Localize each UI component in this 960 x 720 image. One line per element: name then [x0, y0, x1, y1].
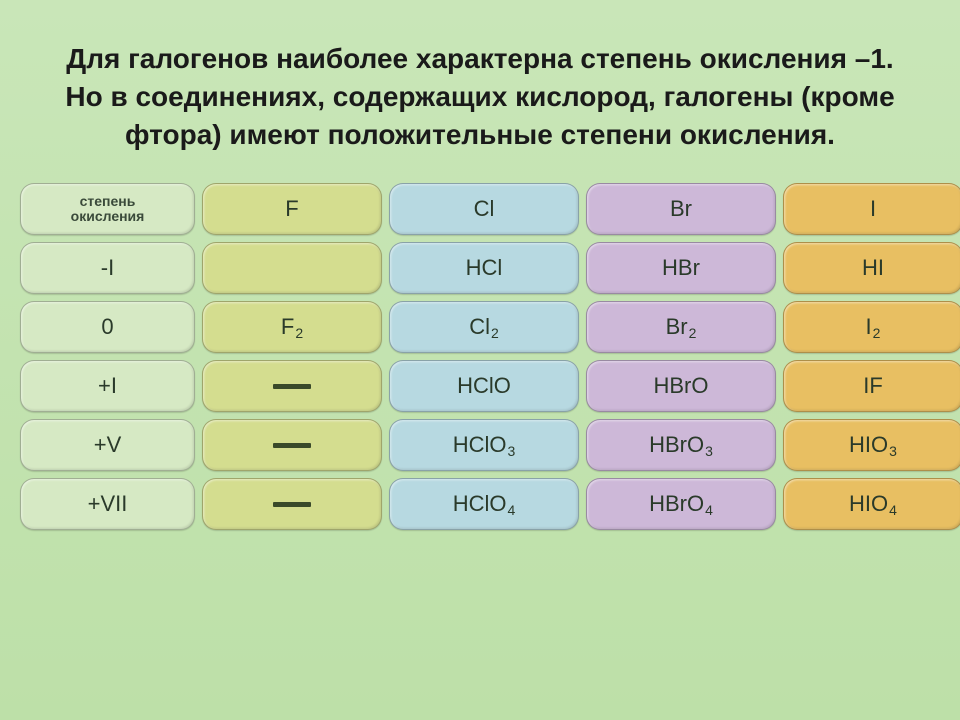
cell-Br: Br	[586, 183, 776, 235]
cell-Br: HBrO	[586, 360, 776, 412]
cell-I: HI	[783, 242, 960, 294]
cell-rowheader: степеньокисления	[20, 183, 195, 235]
cell-Cl: HClO	[389, 360, 579, 412]
cell-Br: HBrO4	[586, 478, 776, 530]
cell-rowheader: -I	[20, 242, 195, 294]
cell-F	[202, 242, 382, 294]
cell-Br: HBrO3	[586, 419, 776, 471]
page-title: Для галогенов наиболее характерна степен…	[50, 40, 910, 153]
cell-I: HIO4	[783, 478, 960, 530]
cell-I: IF	[783, 360, 960, 412]
cell-rowheader: 0	[20, 301, 195, 353]
cell-F	[202, 478, 382, 530]
cell-Cl: HCl	[389, 242, 579, 294]
cell-rowheader: +V	[20, 419, 195, 471]
cell-F: F2	[202, 301, 382, 353]
cell-Cl: Cl	[389, 183, 579, 235]
cell-Br: Br2	[586, 301, 776, 353]
cell-F	[202, 360, 382, 412]
cell-I: I2	[783, 301, 960, 353]
cell-F: F	[202, 183, 382, 235]
cell-I: I	[783, 183, 960, 235]
cell-Cl: Cl2	[389, 301, 579, 353]
title-block: Для галогенов наиболее характерна степен…	[0, 0, 960, 183]
oxidation-table: степеньокисленияFClBrI -I HClHBrHI 0F2Cl2Br…	[0, 183, 960, 530]
cell-I: HIO3	[783, 419, 960, 471]
cell-rowheader: +VII	[20, 478, 195, 530]
dash-icon	[273, 384, 311, 389]
cell-Cl: HClO3	[389, 419, 579, 471]
cell-rowheader: +I	[20, 360, 195, 412]
cell-Br: HBr	[586, 242, 776, 294]
cell-F	[202, 419, 382, 471]
dash-icon	[273, 443, 311, 448]
dash-icon	[273, 502, 311, 507]
cell-Cl: HClO4	[389, 478, 579, 530]
